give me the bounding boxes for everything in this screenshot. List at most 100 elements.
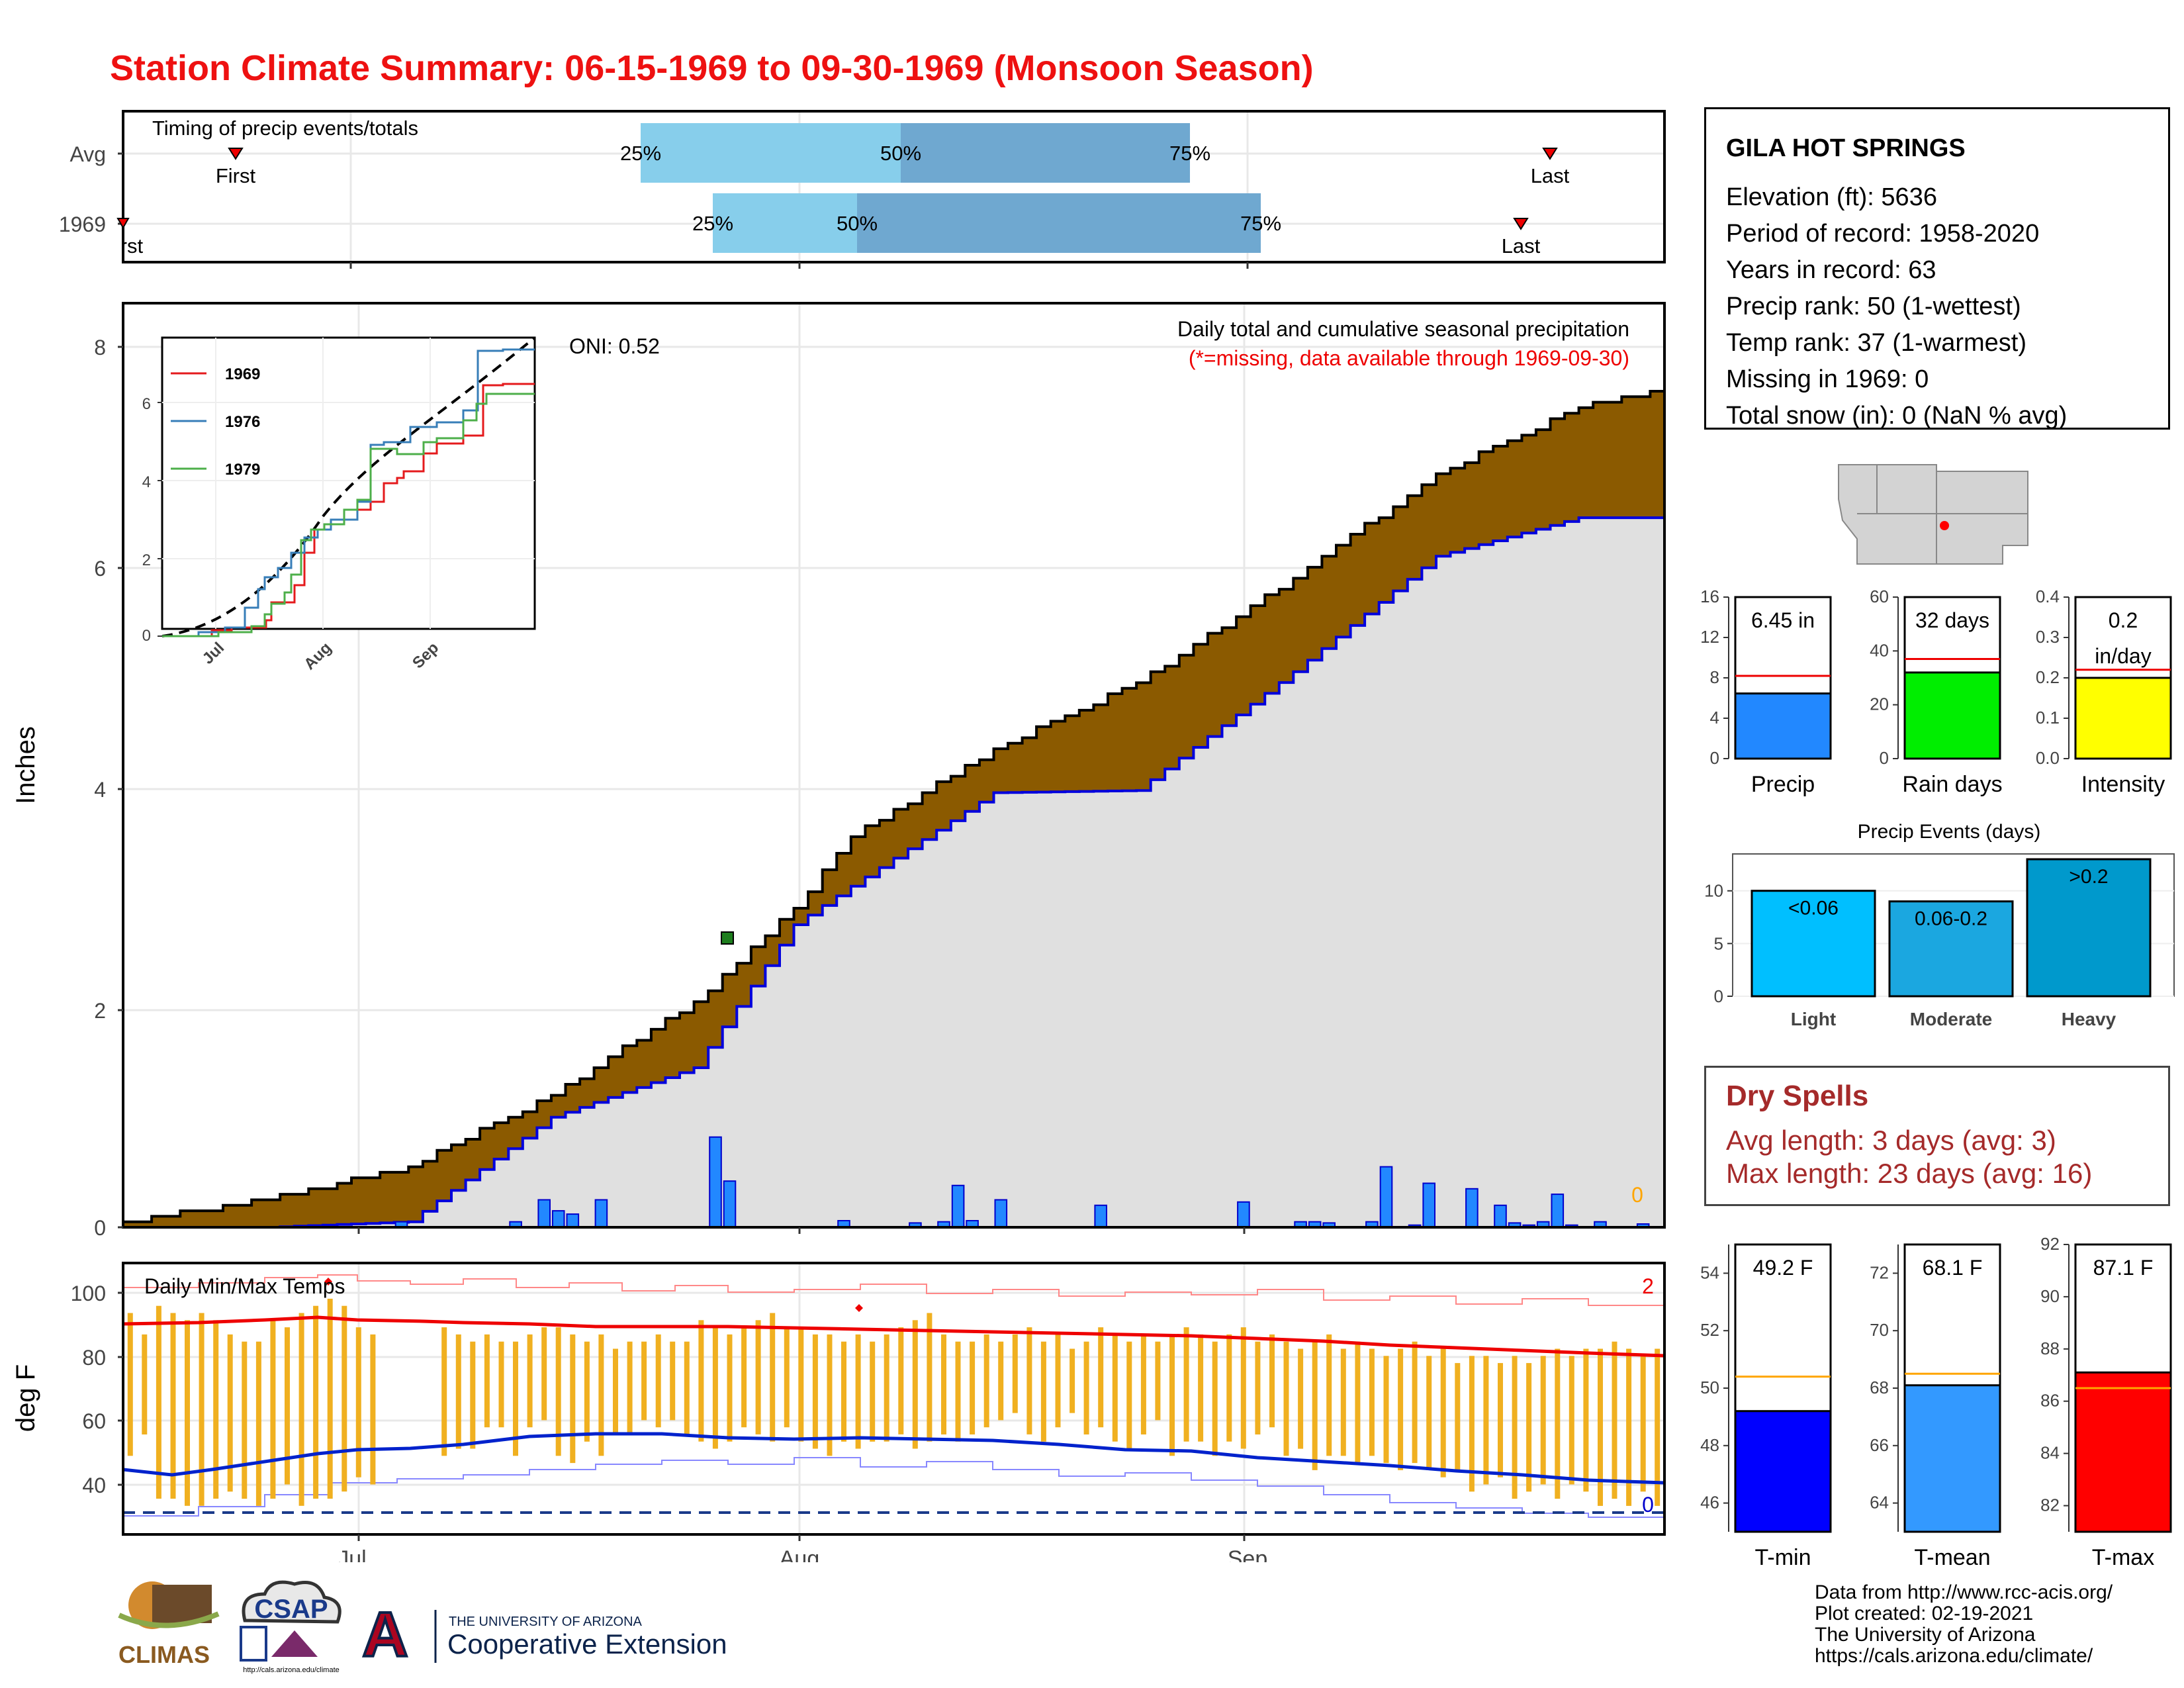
daily-temp-range-bar xyxy=(227,1334,233,1492)
summary-tick: 40 xyxy=(1870,640,1889,660)
summary-label: T-min xyxy=(1755,1545,1811,1570)
daily-temp-range-bar xyxy=(513,1341,518,1456)
temp-y-tick: 80 xyxy=(82,1346,106,1370)
summary-tick: 84 xyxy=(2040,1443,2060,1463)
daily-temp-range-bar xyxy=(1598,1348,1603,1506)
record-min-line xyxy=(123,1457,1664,1518)
tmax-average-line xyxy=(122,1315,1665,1358)
row-label-avg: Avg xyxy=(69,142,106,166)
event-bar-label: 0.06-0.2 xyxy=(1915,908,1987,930)
daily-temp-range-bar xyxy=(1540,1356,1546,1485)
summary-value: 68.1 F xyxy=(1923,1256,1983,1280)
daily-precip-bar xyxy=(1551,1194,1565,1228)
summary-label: Precip xyxy=(1751,772,1815,797)
daily-temp-range-bar xyxy=(370,1334,376,1485)
station-name: GILA HOT SPRINGS xyxy=(1726,134,1966,162)
daily-temp-range-bar xyxy=(470,1341,476,1449)
summary-tick: 16 xyxy=(1700,586,1719,606)
daily-temp-range-bar xyxy=(1369,1348,1375,1456)
inset-legend-1979: 1979 xyxy=(225,461,260,479)
daily-temp-range-bar xyxy=(998,1341,1004,1421)
daily-precip-bar xyxy=(566,1213,580,1228)
station-line: Period of record: 1958-2020 xyxy=(1726,220,2040,248)
summary-value: in/day xyxy=(2095,644,2151,668)
cumulative-1969-area xyxy=(123,516,1666,1229)
inset-line-1979 xyxy=(162,393,535,637)
daily-precip-bar xyxy=(594,1199,608,1228)
temp-chart: 100 80 60 40 deg F Daily Min/Max Temps 2… xyxy=(11,1262,1666,1562)
daily-temp-range-bar xyxy=(1512,1356,1518,1499)
daily-temp-range-bar xyxy=(1155,1341,1161,1421)
daily-temp-range-bar xyxy=(1383,1356,1389,1464)
daily-temp-range-bar xyxy=(1283,1341,1289,1456)
inset-y-tick: 4 xyxy=(142,473,151,491)
summary-label: T-mean xyxy=(1914,1545,1990,1570)
summary-tick: 12 xyxy=(1700,627,1719,647)
yr-last-label: Last xyxy=(1502,234,1541,258)
daily-temp-range-bar xyxy=(1569,1356,1574,1485)
daily-temp-range-bar xyxy=(855,1334,861,1449)
daily-temp-range-bar xyxy=(1240,1327,1246,1449)
yr-q25-label: 25% xyxy=(692,212,733,235)
avg-q75-label: 75% xyxy=(1169,142,1210,165)
yr-q75-label: 75% xyxy=(1240,212,1281,235)
event-tick: 5 xyxy=(1714,933,1723,953)
summary-tick: 70 xyxy=(1870,1320,1889,1340)
daily-temp-range-bar xyxy=(185,1320,190,1506)
summary-bar-t-max xyxy=(2074,1371,2172,1533)
climas-text: CLIMAS xyxy=(118,1641,210,1668)
daily-temp-range-bar xyxy=(970,1341,976,1434)
summary-value: 87.1 F xyxy=(2093,1256,2154,1280)
daily-temp-range-bar xyxy=(912,1320,918,1449)
daily-temp-range-bar xyxy=(455,1334,461,1449)
daily-temp-range-bar xyxy=(1640,1356,1646,1492)
y-tick: 0 xyxy=(94,1216,106,1240)
daily-temp-range-bar xyxy=(341,1305,347,1492)
daily-temp-range-bar xyxy=(712,1327,718,1449)
summary-tick: 92 xyxy=(2040,1234,2060,1254)
daily-temp-range-bar xyxy=(1626,1348,1632,1506)
avg-q50-label: 50% xyxy=(880,142,921,165)
daily-temp-range-bar xyxy=(655,1334,661,1428)
timing-label: Timing of precip events/totals xyxy=(152,117,418,140)
daily-precip-bar xyxy=(723,1180,737,1228)
daily-temp-range-bar xyxy=(684,1341,690,1434)
daily-temp-range-bar xyxy=(641,1341,647,1421)
station-info: GILA HOT SPRINGS Elevation (ft): 5636 Pe… xyxy=(1704,107,2170,430)
daily-temp-range-bar xyxy=(841,1341,846,1442)
daily-temp-range-bar xyxy=(270,1320,276,1499)
y-axis-label: Inches xyxy=(11,726,40,804)
daily-temp-range-bar xyxy=(584,1341,590,1442)
summary-bar-t-min xyxy=(1734,1410,1832,1533)
daily-temp-range-bar xyxy=(498,1341,504,1428)
daily-temp-range-bar xyxy=(627,1341,633,1434)
summary-tick: 46 xyxy=(1700,1493,1719,1513)
event-tick: 10 xyxy=(1704,881,1723,901)
event-category: Light xyxy=(1791,1009,1836,1029)
daily-temp-range-bar xyxy=(1226,1334,1232,1442)
footer-line: https://cals.arizona.edu/climate/ xyxy=(1815,1645,2093,1667)
summary-bar-intensity xyxy=(2074,677,2172,760)
row-label-year: 1969 xyxy=(59,212,106,236)
daily-temp-range-bar xyxy=(698,1320,704,1442)
temp-y-axis-label: deg F xyxy=(11,1364,40,1432)
daily-precip-bar xyxy=(1422,1182,1435,1228)
yr-q25-q50 xyxy=(713,193,857,253)
summary-tick: 66 xyxy=(1870,1435,1889,1455)
csap-url: http://cals.arizona.edu/climate xyxy=(243,1666,340,1674)
yr-q50-label: 50% xyxy=(837,212,878,235)
avg-last-label: Last xyxy=(1531,164,1570,187)
daily-precip-bar xyxy=(537,1199,551,1228)
summary-tick: 0.2 xyxy=(2036,667,2060,687)
summary-tick: 20 xyxy=(1870,694,1889,714)
daily-temp-range-bar xyxy=(1126,1341,1132,1449)
daily-temp-range-bar xyxy=(1055,1334,1061,1428)
summary-label: Intensity xyxy=(2081,772,2165,797)
summary-tick: 72 xyxy=(1870,1262,1889,1282)
daily-temp-range-bar xyxy=(355,1327,361,1477)
summary-value: 49.2 F xyxy=(1753,1256,1813,1280)
record-max-marker xyxy=(324,1278,332,1286)
dry-spells-max: Max length: 23 days (avg: 16) xyxy=(1726,1158,2093,1189)
summary-tick: 50 xyxy=(1700,1378,1719,1397)
daily-temp-range-bar xyxy=(242,1341,248,1499)
